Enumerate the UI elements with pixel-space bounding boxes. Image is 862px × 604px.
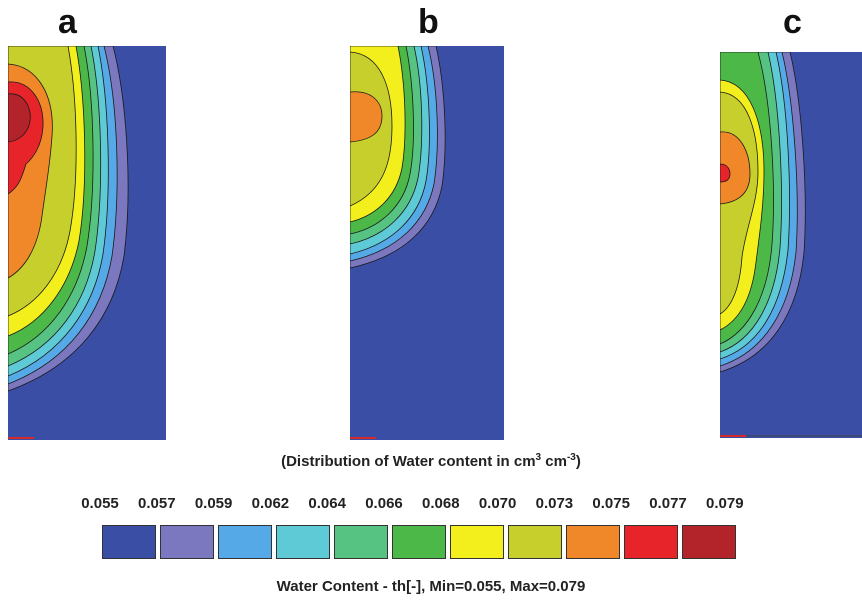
- colorbar-tick-label: 0.055: [81, 495, 119, 512]
- contour-band-0.079: [8, 93, 31, 143]
- colorbar-tick-label: 0.057: [138, 495, 176, 512]
- colorbar-tick-label: 0.068: [422, 495, 460, 512]
- colorbar-swatch: [508, 525, 562, 559]
- colorbar-tick-label: 0.066: [365, 495, 403, 512]
- contour-band-0.073: [350, 91, 383, 143]
- colorbar-swatch: [160, 525, 214, 559]
- colorbar-swatch: [276, 525, 330, 559]
- colorbar-tick-label: 0.073: [535, 495, 574, 512]
- colorbar-tick-label: 0.079: [706, 495, 744, 512]
- colorbar-tick-label: 0.062: [251, 495, 290, 512]
- colorbar-tick-label: 0.075: [592, 495, 630, 512]
- axis-marker-c: [720, 435, 746, 437]
- colorbar-swatch: [392, 525, 446, 559]
- colorbar-tick-label: 0.070: [478, 495, 517, 512]
- panel-label-b: b: [418, 3, 439, 41]
- contour-panel-a: [8, 46, 166, 440]
- colorbar-swatch: [682, 525, 736, 559]
- figure-caption: (Distribution of Water content in cm3 cm…: [281, 452, 581, 470]
- contour-band-0.073: [720, 131, 751, 205]
- contour-band-0.075: [720, 163, 731, 183]
- panel-label-c: c: [783, 3, 802, 41]
- axis-marker-a: [8, 437, 34, 439]
- panel-label-a: a: [58, 3, 77, 41]
- axis-marker-b: [350, 437, 376, 439]
- colorbar-swatch: [102, 525, 156, 559]
- colorbar-swatch: [218, 525, 272, 559]
- contour-panel-c: [720, 52, 862, 438]
- colorbar-title: Water Content - th[-], Min=0.055, Max=0.…: [276, 578, 586, 595]
- colorbar-tick-label: 0.064: [308, 495, 346, 512]
- colorbar-swatch: [334, 525, 388, 559]
- colorbar-swatch: [450, 525, 504, 559]
- contour-panel-b: [350, 46, 504, 440]
- colorbar-swatch: [624, 525, 678, 559]
- colorbar-tick-label: 0.077: [649, 495, 687, 512]
- colorbar-tick-label: 0.059: [194, 495, 233, 512]
- colorbar-swatch: [566, 525, 620, 559]
